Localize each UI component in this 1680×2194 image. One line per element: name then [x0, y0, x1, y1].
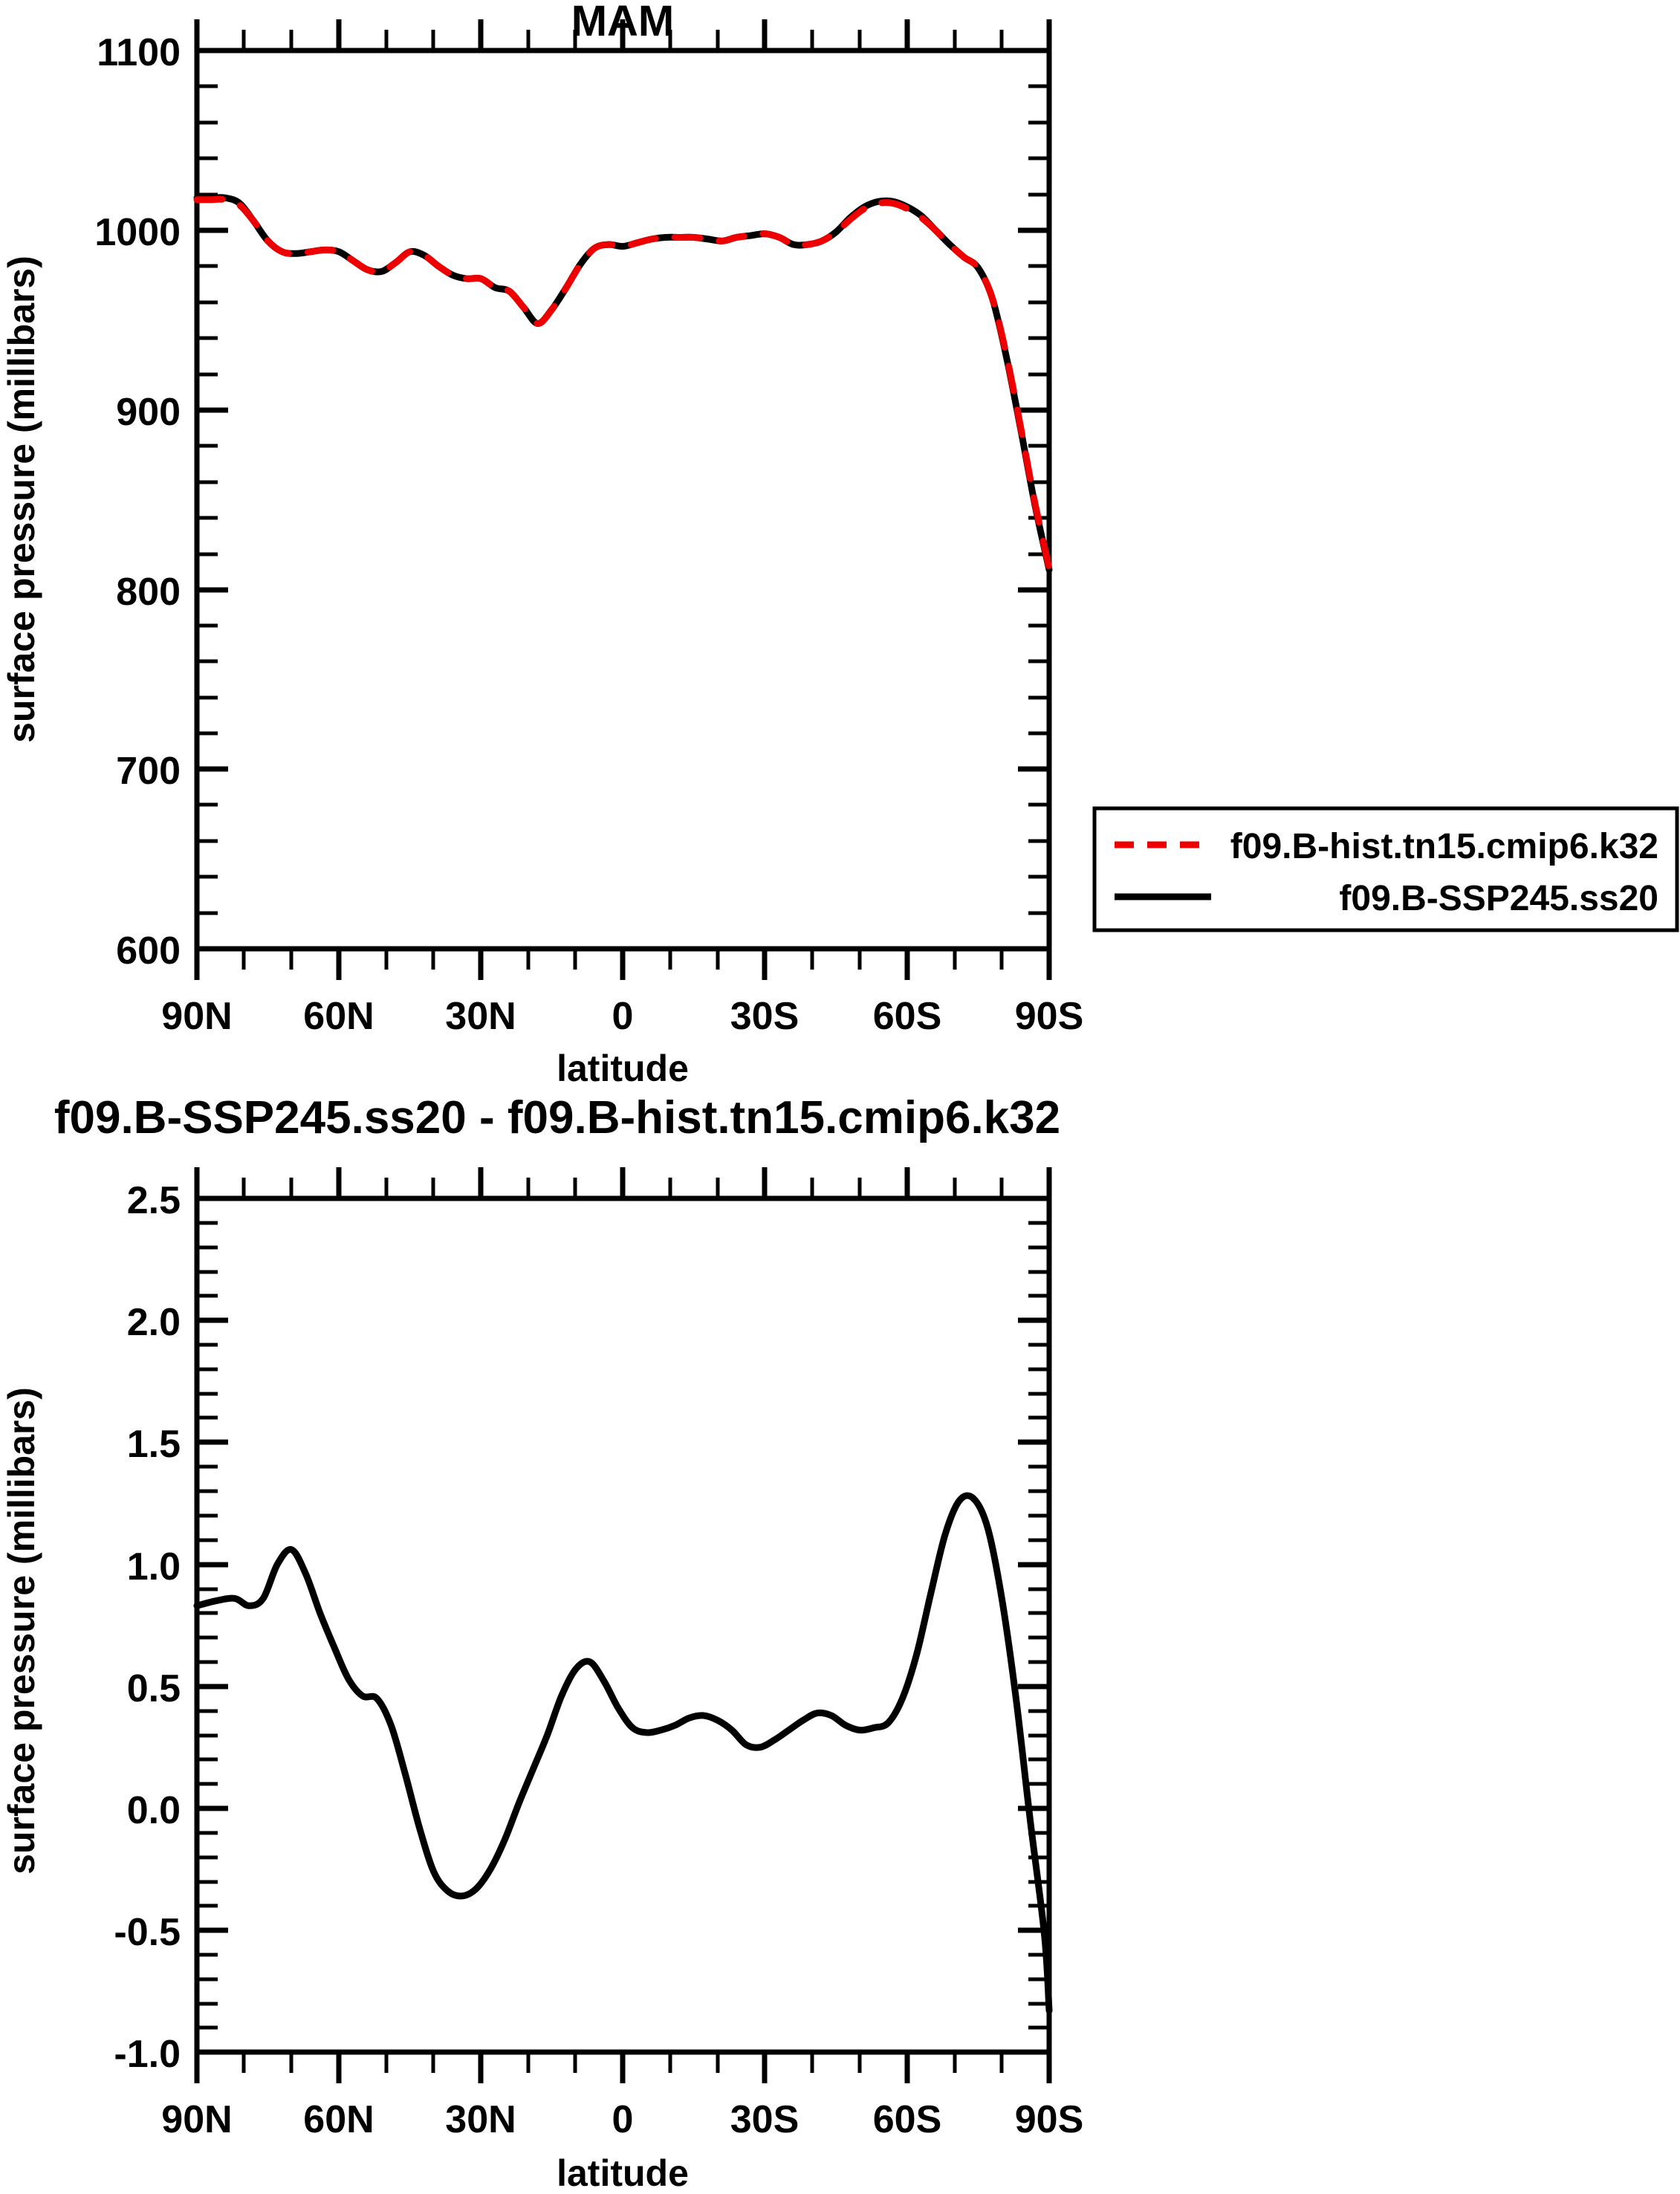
top-ytick-700: 700 — [116, 750, 181, 793]
bottom-ytick-0.5: 0.5 — [127, 1667, 181, 1710]
bottom-ytick-1.5: 1.5 — [127, 1423, 181, 1466]
bottom-x-axis-label: latitude — [557, 2152, 689, 2194]
bottom-ytick-1.0: 1.0 — [127, 1545, 181, 1588]
top-xtick-30S: 30S — [730, 995, 800, 1038]
top-chart-svg: MAM surface pressure (millibars) — [1, 0, 1084, 1089]
top-xtick-90S: 90S — [1015, 995, 1084, 1038]
legend: f09.B-hist.tn15.cmip6.k32 f09.B-SSP245.s… — [1092, 806, 1679, 932]
top-ytick-1000: 1000 — [94, 211, 181, 254]
bottom-ytick-0.0: 0.0 — [127, 1789, 181, 1832]
top-x-axis-label: latitude — [557, 1048, 689, 1089]
bottom-xtick-60N: 60N — [303, 2098, 374, 2141]
bottom-xtick-90S: 90S — [1015, 2098, 1084, 2141]
top-xtick-90N: 90N — [161, 995, 232, 1038]
legend-svg: f09.B-hist.tn15.cmip6.k32 f09.B-SSP245.s… — [1092, 806, 1679, 932]
top-series-ssp245-line — [193, 194, 1053, 574]
top-xtick-30N: 30N — [445, 995, 516, 1038]
bottom-x-ticks — [194, 1167, 1052, 2083]
top-ytick-1100: 1100 — [97, 31, 181, 74]
top-xtick-0: 0 — [612, 995, 634, 1038]
bottom-xtick-90N: 90N — [161, 2098, 232, 2141]
bottom-xtick-30S: 30S — [730, 2098, 800, 2141]
bottom-series-diff-line — [193, 1492, 1053, 2014]
legend-box — [1092, 806, 1679, 932]
top-xtick-60N: 60N — [303, 995, 374, 1038]
top-ytick-900: 900 — [116, 391, 181, 434]
bottom-y-axis-label: surface pressure (millibars) — [1, 1387, 42, 1875]
top-ytick-600: 600 — [116, 929, 181, 973]
panel-top: MAM surface pressure (millibars) — [0, 0, 1115, 1100]
bottom-chart-title: f09.B-SSP245.ss20 - f09.B-hist.tn15.cmip… — [54, 1092, 1060, 1143]
bottom-xtick-30N: 30N — [445, 2098, 516, 2141]
legend-label-ssp245[interactable]: f09.B-SSP245.ss20 — [1339, 879, 1658, 918]
bottom-ytick--1.0: -1.0 — [114, 2033, 181, 2076]
top-plot-frame — [194, 48, 1052, 952]
top-ytick-800: 800 — [116, 571, 181, 614]
bottom-ytick-2.5: 2.5 — [127, 1179, 181, 1222]
top-y-ticks — [197, 48, 1049, 952]
top-series-hist-line — [193, 195, 1053, 571]
bottom-xtick-60S: 60S — [873, 2098, 942, 2141]
bottom-ytick-2.0: 2.0 — [127, 1301, 181, 1344]
top-y-axis-label: surface pressure (millibars) — [1, 256, 42, 743]
panel-bottom: f09.B-SSP245.ss20 - f09.B-hist.tn15.cmip… — [0, 1077, 1115, 2194]
bottom-chart-svg: f09.B-SSP245.ss20 - f09.B-hist.tn15.cmip… — [1, 1092, 1084, 2194]
bottom-ytick--0.5: -0.5 — [114, 1911, 181, 1954]
bottom-xtick-0: 0 — [612, 2098, 634, 2141]
top-xtick-60S: 60S — [873, 995, 942, 1038]
top-x-ticks — [194, 19, 1052, 980]
bottom-y-ticks — [197, 1195, 1049, 2055]
legend-label-hist[interactable]: f09.B-hist.tn15.cmip6.k32 — [1230, 827, 1658, 866]
